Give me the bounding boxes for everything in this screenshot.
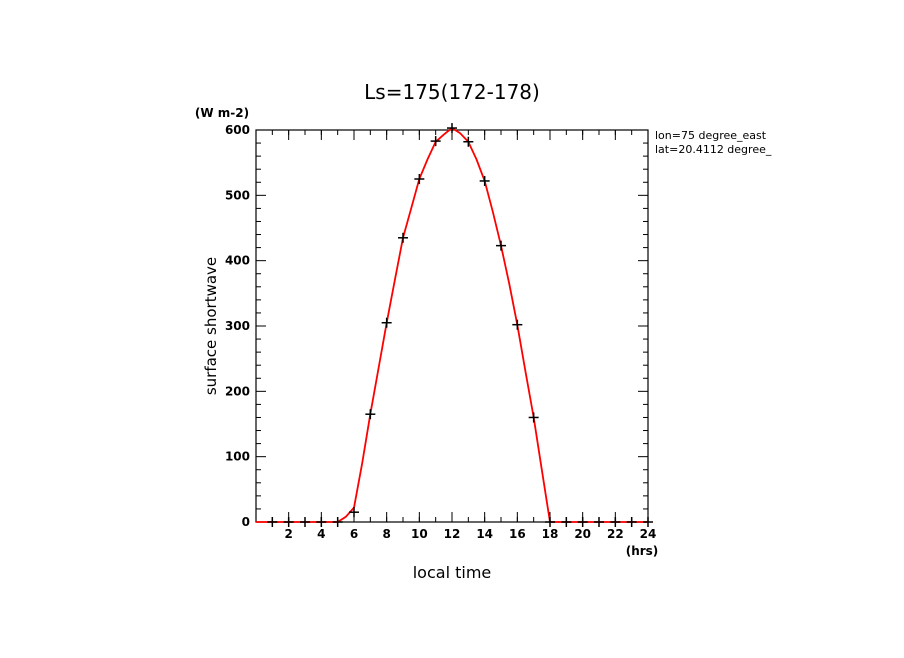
x-tick-label: 4 (317, 527, 325, 541)
data-marker (283, 517, 294, 527)
y-axis-label: surface shortwave (202, 257, 220, 395)
y-tick-label: 600 (225, 123, 250, 137)
data-marker (626, 517, 637, 527)
x-tick-label: 10 (411, 527, 428, 541)
data-marker (643, 517, 653, 527)
chart-title: Ls=175(172-178) (364, 80, 540, 104)
y-tick-label: 500 (225, 188, 250, 202)
y-tick-label: 400 (225, 254, 250, 268)
data-marker (512, 319, 523, 330)
data-marker (414, 174, 425, 184)
data-marker (267, 517, 278, 527)
y-tick-label: 300 (225, 319, 250, 333)
x-tick-label: 22 (607, 527, 624, 541)
x-axis-label: local time (413, 563, 492, 582)
data-marker (430, 136, 441, 147)
x-tick-label: 24 (640, 527, 657, 541)
x-unit-label: (hrs) (626, 544, 659, 558)
data-marker (349, 507, 359, 518)
x-tick-label: 2 (284, 527, 292, 541)
annotation-lat: lat=20.4112 degree_ (655, 143, 772, 156)
y-tick-label: 100 (225, 450, 250, 464)
data-marker (561, 517, 572, 527)
data-marker (447, 123, 457, 134)
data-marker (496, 240, 506, 251)
plot-frame (255, 129, 649, 523)
data-marker (594, 517, 604, 527)
data-marker (381, 317, 392, 328)
data-marker (398, 232, 408, 243)
y-unit-label: (W m-2) (195, 106, 249, 120)
x-tick-label: 16 (509, 527, 526, 541)
x-tick-label: 18 (542, 527, 559, 541)
series-line (256, 126, 648, 523)
data-marker (479, 175, 490, 186)
x-tick-label: 12 (444, 527, 461, 541)
data-marker (316, 517, 327, 527)
data-marker (365, 409, 376, 420)
x-tick-label: 6 (350, 527, 358, 541)
x-tick-label: 8 (382, 527, 390, 541)
data-marker (610, 517, 621, 527)
data-marker (528, 412, 539, 423)
data-marker (463, 136, 474, 147)
x-tick-label: 14 (476, 527, 493, 541)
data-marker (545, 517, 555, 527)
y-tick-label: 0 (242, 515, 250, 529)
data-marker (577, 517, 588, 527)
data-marker (332, 517, 343, 527)
annotation-lon: lon=75 degree_east (655, 129, 767, 142)
y-tick-label: 200 (225, 384, 250, 398)
data-marker (300, 517, 310, 527)
series-layer (256, 123, 653, 527)
x-tick-label: 20 (574, 527, 591, 541)
